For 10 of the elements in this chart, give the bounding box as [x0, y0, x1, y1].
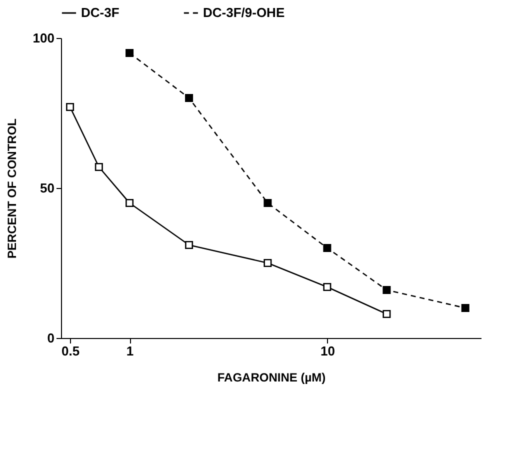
x-tick-label: 10	[320, 344, 335, 358]
x-axis-title: FAGARONINE (µM)	[217, 370, 326, 384]
legend-label: DC-3F/9-OHE	[203, 5, 285, 20]
legend-label: DC-3F	[81, 5, 120, 20]
x-tick-label: 0.5	[62, 344, 80, 358]
x-tick-label: 1	[126, 344, 134, 358]
y-tick-label: 100	[32, 30, 54, 46]
y-axis-title: PERCENT OF CONTROL	[4, 118, 19, 258]
y-tick-label: 50	[40, 180, 54, 196]
y-tick-label: 0	[47, 330, 54, 346]
